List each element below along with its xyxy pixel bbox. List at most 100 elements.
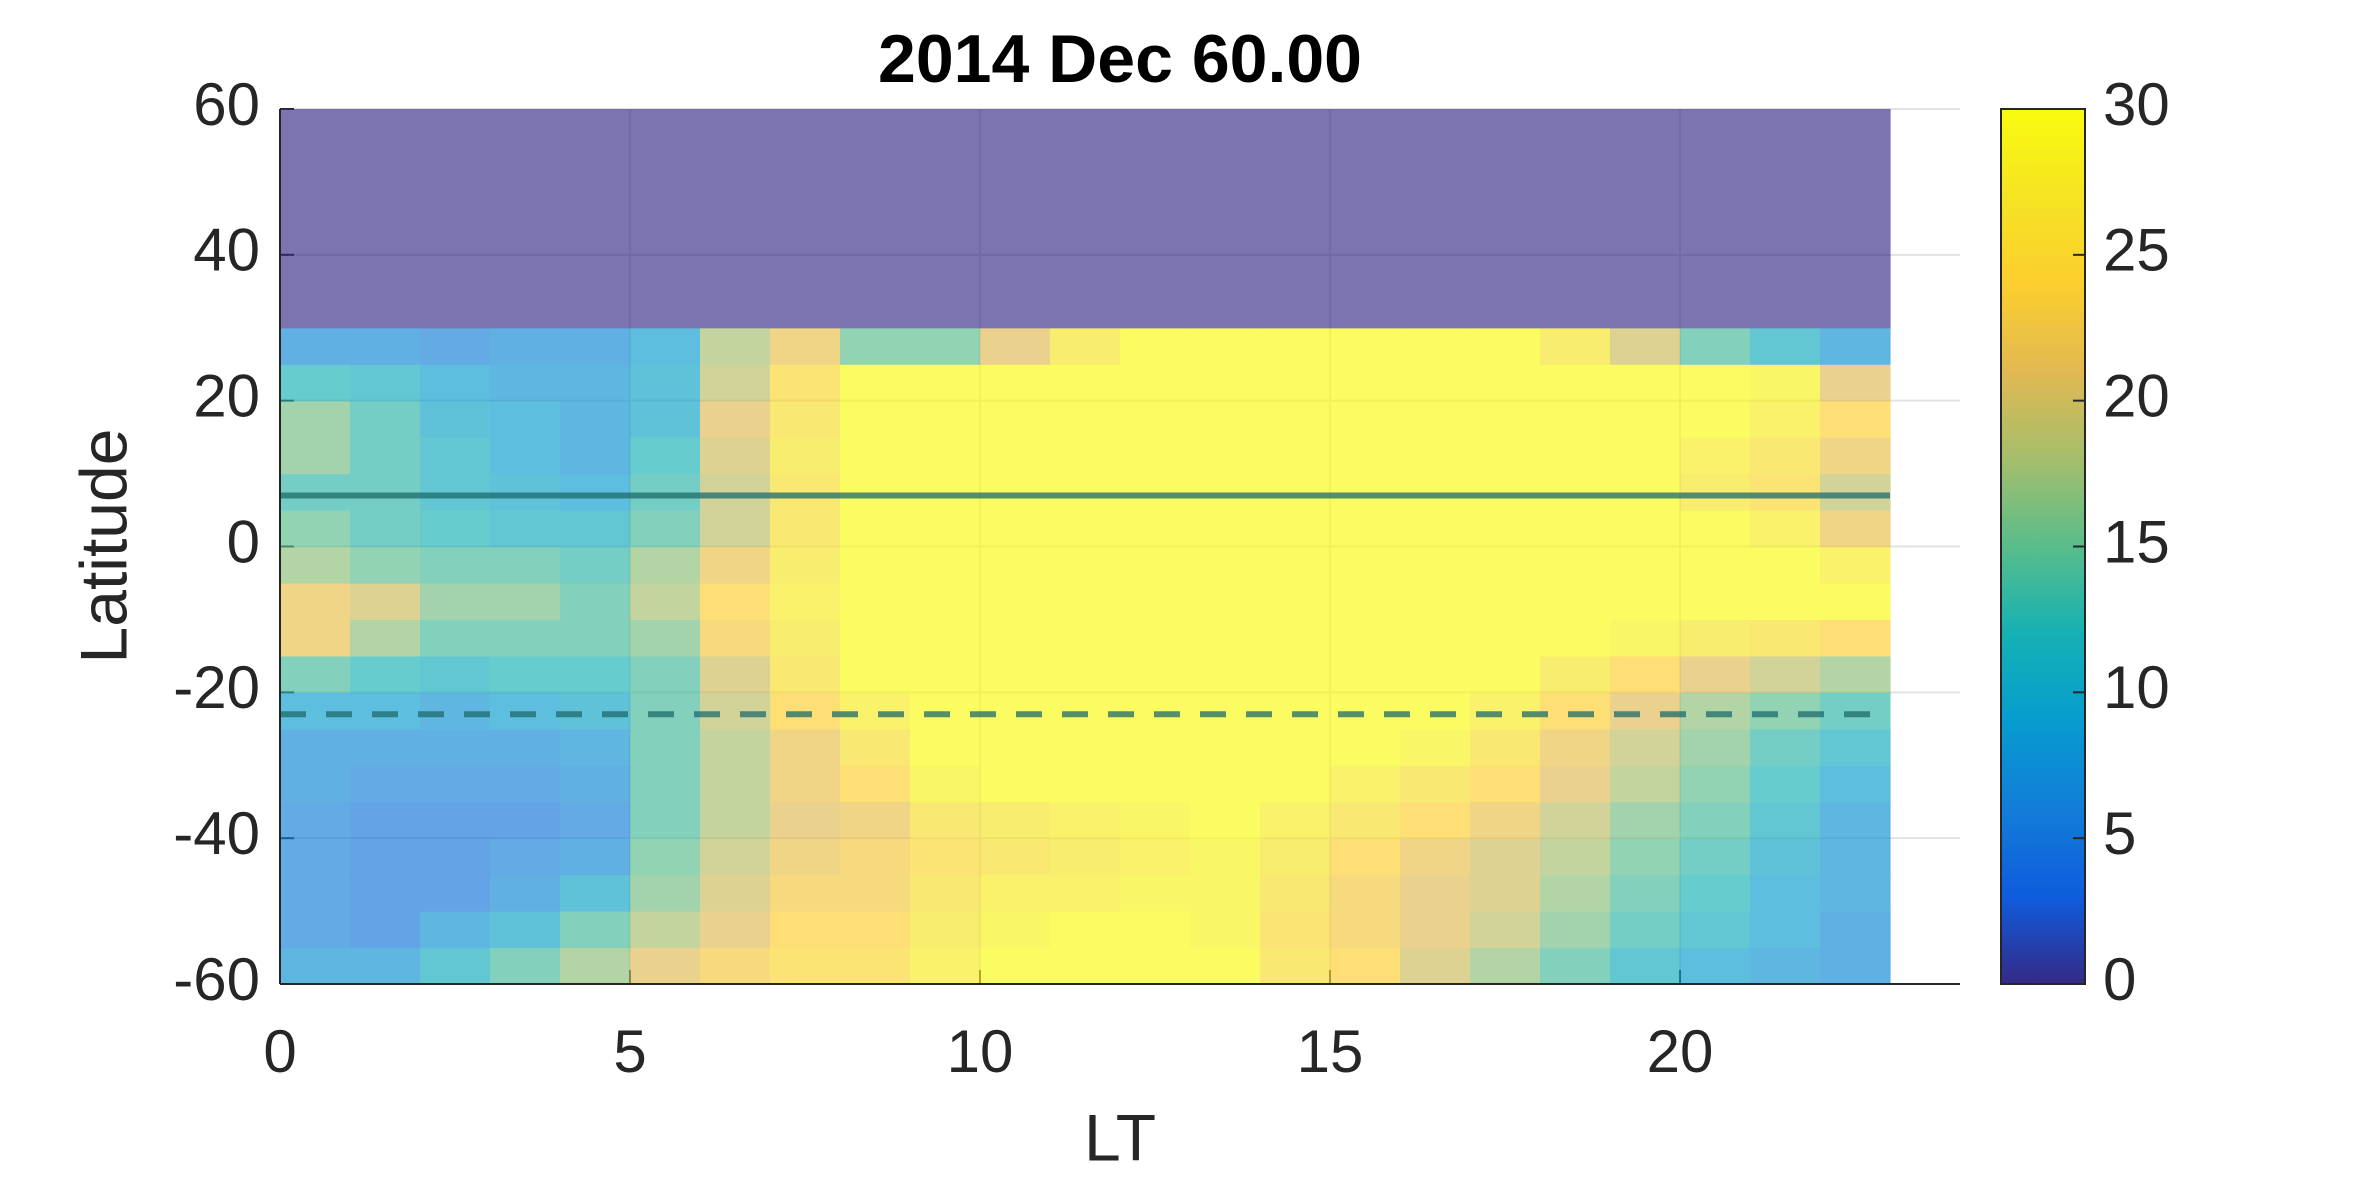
heatmap-cell [490, 874, 561, 912]
heatmap-cell [1750, 728, 1821, 766]
heatmap-cell [1190, 801, 1261, 839]
heatmap-cell [1680, 510, 1751, 548]
heatmap-cell [840, 801, 911, 839]
heatmap-cell [1750, 947, 1821, 985]
heatmap-cell [420, 655, 491, 693]
heatmap-cell [910, 582, 981, 621]
heatmap-cell [1120, 838, 1191, 876]
heatmap-cell [1750, 400, 1821, 438]
heatmap-cell [980, 473, 1051, 511]
heatmap-cell [700, 911, 771, 949]
heatmap-cell [350, 327, 421, 365]
y-tick-label: -40 [173, 800, 260, 867]
heatmap-cell [420, 546, 491, 584]
chart-title: 2014 Dec 60.00 [878, 21, 1362, 97]
heatmap-cell [1680, 765, 1751, 803]
heatmap-cell [1400, 582, 1471, 621]
heatmap-cell [1610, 838, 1681, 876]
heatmap-cell [840, 546, 911, 584]
x-tick-label: 5 [613, 1018, 646, 1085]
heatmap-cell [770, 473, 841, 511]
heatmap-cell [910, 327, 981, 365]
heatmap-cell [1400, 619, 1471, 657]
heatmap-cell [420, 437, 491, 475]
heatmap-cell [770, 582, 841, 621]
heatmap-cell [1610, 801, 1681, 839]
heatmap-cell [350, 655, 421, 693]
heatmap-cell [980, 364, 1051, 402]
heatmap-cell [910, 473, 981, 511]
heatmap-cell [1260, 874, 1331, 912]
heatmap-cell [700, 619, 771, 657]
heatmap-cell [1330, 728, 1401, 766]
heatmap-cell [1330, 327, 1401, 365]
heatmap-cell [910, 619, 981, 657]
heatmap-cell [1610, 364, 1681, 402]
heatmap-cell [1120, 582, 1191, 621]
heatmap-cell [350, 728, 421, 766]
heatmap-cell [420, 582, 491, 621]
heatmap-cell [980, 801, 1051, 839]
heatmap-cell [490, 364, 561, 402]
heatmap-cell [350, 911, 421, 949]
heatmap-cell [1820, 400, 1891, 438]
heatmap-cell [1330, 109, 1401, 329]
heatmap-cell [1610, 692, 1681, 730]
heatmap-cell [700, 765, 771, 803]
heatmap-cell [420, 728, 491, 766]
heatmap-cell [420, 765, 491, 803]
heatmap-cell [490, 473, 561, 511]
heatmap-cell [490, 109, 561, 329]
heatmap-cell [1750, 327, 1821, 365]
heatmap-cell [1750, 546, 1821, 584]
heatmap-cell [1680, 692, 1751, 730]
heatmap-cell [1400, 655, 1471, 693]
heatmap-cell [1610, 473, 1681, 511]
heatmap-cell [630, 619, 701, 657]
heatmap-cell [630, 437, 701, 475]
heatmap-cell [490, 327, 561, 365]
heatmap-cell [490, 582, 561, 621]
heatmap-cell [490, 765, 561, 803]
heatmap-cell [630, 692, 701, 730]
heatmap-cell [280, 327, 351, 365]
heatmap-cell [1190, 911, 1261, 949]
heatmap-cell [490, 400, 561, 438]
heatmap-cell [1260, 838, 1331, 876]
heatmap-cell [490, 619, 561, 657]
heatmap-cell [1190, 437, 1261, 475]
heatmap-cell [980, 437, 1051, 475]
heatmap-cell [1260, 947, 1331, 985]
heatmap-cell [560, 947, 631, 985]
heatmap-cell [1120, 911, 1191, 949]
heatmap-cell [1820, 619, 1891, 657]
heatmap-cell [770, 327, 841, 365]
heatmap-cell [1750, 874, 1821, 912]
heatmap-cell [1400, 364, 1471, 402]
heatmap-cell [840, 874, 911, 912]
heatmap-cell [490, 911, 561, 949]
heatmap-cell [630, 728, 701, 766]
heatmap-cell [770, 655, 841, 693]
heatmap-cell [280, 874, 351, 912]
heatmap-cell [1260, 765, 1331, 803]
heatmap-cell [1260, 364, 1331, 402]
heatmap-cell [980, 582, 1051, 621]
heatmap-cell [1330, 838, 1401, 876]
heatmap-cell [1680, 911, 1751, 949]
heatmap-cell [350, 947, 421, 985]
heatmap-cell [1400, 692, 1471, 730]
heatmap-cell [700, 546, 771, 584]
heatmap-cell [1470, 874, 1541, 912]
heatmap-cell [420, 838, 491, 876]
heatmap-cell [1750, 911, 1821, 949]
heatmap-cell [910, 874, 981, 912]
heatmap-cell [1260, 400, 1331, 438]
heatmap-cell [630, 400, 701, 438]
heatmap-cell [1610, 327, 1681, 365]
heatmap-cell [1190, 874, 1261, 912]
heatmap-cell [490, 801, 561, 839]
heatmap-cell [1470, 838, 1541, 876]
heatmap-cell [350, 765, 421, 803]
heatmap-cell [1820, 947, 1891, 985]
